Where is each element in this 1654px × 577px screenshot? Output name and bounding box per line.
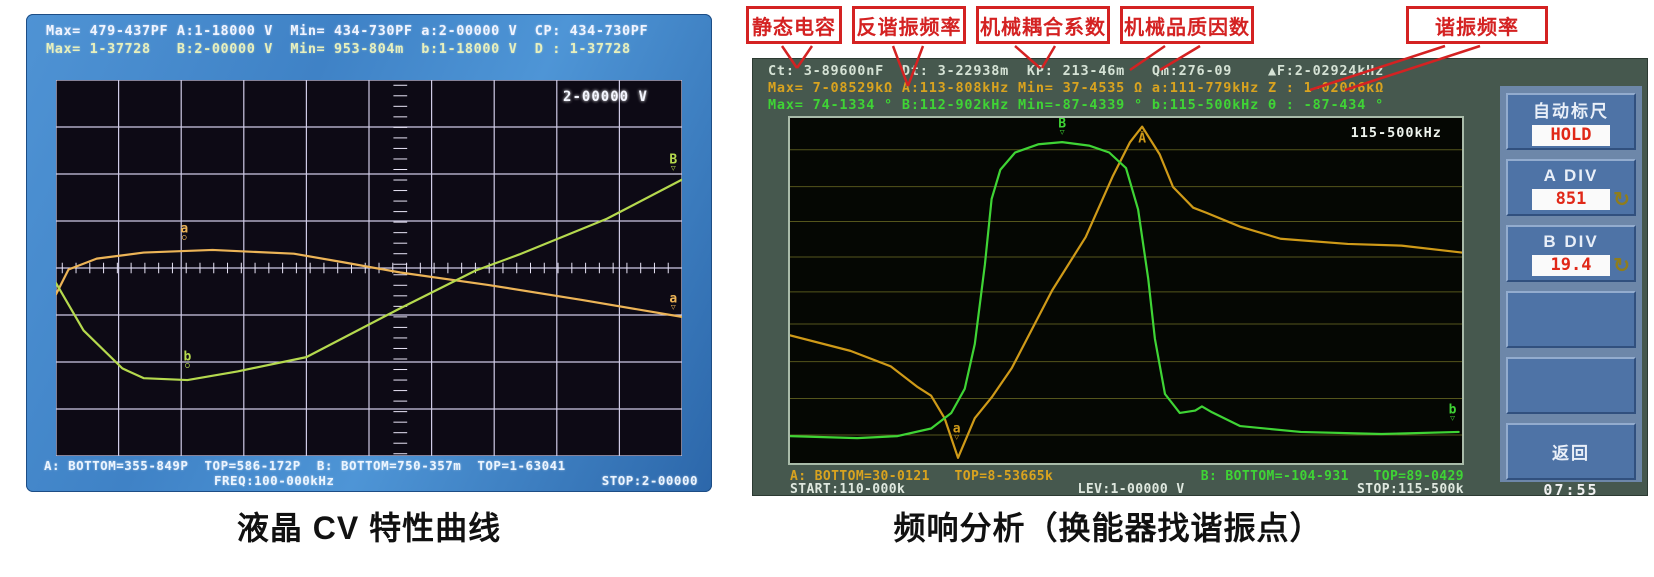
trace-phase-trace-B [790, 142, 1459, 438]
cv-readout-line1: Max= 479-437PF A:1-18000 V Min= 434-730P… [46, 23, 649, 39]
callout-机械品质因数: 机械品质因数 [1120, 6, 1254, 44]
right-caption: 频响分析（换能器找谐振点） [893, 510, 1323, 546]
softkey-value: 851 [1532, 188, 1610, 210]
cv-readout-header: Max= 479-437PF A:1-18000 V Min= 434-730P… [46, 22, 704, 58]
cv-meter-photo: Max= 479-437PF A:1-18000 V Min= 434-730P… [26, 14, 712, 492]
fr-readout-line1: Ct: 3-89600nF Dt: 3-22938m KP: 213-46m Q… [768, 63, 1385, 79]
cv-footer-stop: STOP:2-00000 [601, 473, 698, 488]
rotate-knob-icon[interactable]: ↻ [1613, 188, 1630, 211]
softkey-blank-3[interactable] [1506, 291, 1636, 348]
trace-impedance-trace-A [790, 127, 1462, 458]
callout-静态电容: 静态电容 [746, 6, 842, 44]
softkey-value-row: 19.4 ↻ [1508, 254, 1634, 277]
trace-marker-b: b ▽ [1448, 402, 1457, 423]
softkey-value-row: HOLD [1508, 125, 1634, 146]
fr-plot-canvas [790, 118, 1462, 463]
fr-footer-trace-a: A: BOTTOM=30-0121 TOP=8-53665k [790, 469, 1054, 484]
cv-footer-line1: A: BOTTOM=355-849P TOP=586-172P B: BOTTO… [44, 458, 566, 473]
callout-反谐振频率: 反谐振频率 [852, 6, 966, 44]
fr-analyzer-screen: Ct: 3-89600nF Dt: 3-22938m KP: 213-46m Q… [752, 58, 1648, 499]
left-caption: 液晶 CV 特性曲线 [236, 510, 502, 546]
cv-plot-area: 2-00000 V a ○ b ○ B ▽ a ▽ [56, 80, 682, 456]
fr-readout-line3: Max= 74-1334 ° B:112-902kHz Min=-87-4339… [768, 97, 1385, 113]
softkey-value: 19.4 [1532, 254, 1610, 276]
fr-plot-area: 115-500kHz B ▽ ○ A a ▽ b ▽ [788, 116, 1464, 465]
softkey-B DIV[interactable]: B DIV 19.4 ↻ [1506, 225, 1636, 282]
trace-marker-A: ○ A [1138, 124, 1147, 146]
fr-footer-trace-b: B: BOTTOM=-104-931 TOP=89-0429 [1200, 469, 1464, 484]
fr-scale-label: 115-500kHz [1350, 124, 1442, 141]
softkey-blank-4[interactable] [1506, 357, 1636, 414]
trace-D-trace-b [56, 180, 682, 380]
softkey-column: 自动标尺 HOLD A DIV 851 ↻ B DIV 19.4 ↻ 返回 [1500, 86, 1642, 482]
trace-marker-a: a ▽ [669, 291, 678, 312]
softkey-label: A DIV [1543, 165, 1599, 185]
fr-footer-stop: STOP:115-500k [1357, 482, 1464, 497]
softkey-label: 自动标尺 [1533, 102, 1609, 121]
softkey-label: 返回 [1552, 444, 1590, 463]
softkey-A DIV[interactable]: A DIV 851 ↻ [1506, 159, 1636, 216]
fr-footer-start: START:110-000k [790, 482, 906, 497]
softkey-自动标尺[interactable]: 自动标尺 HOLD [1506, 93, 1636, 150]
cv-readout-line2: Max= 1-37728 B:2-00000 V Min= 953-804m b… [46, 41, 631, 57]
softkey-value: HOLD [1532, 125, 1610, 146]
trace-marker-B: B ▽ [669, 152, 678, 173]
cv-footer: A: BOTTOM=355-849P TOP=586-172P B: BOTTO… [44, 458, 698, 488]
cv-scale-label: 2-00000 V [563, 89, 648, 106]
cv-plot-canvas [56, 80, 682, 456]
trace-marker-b: b ○ [183, 349, 192, 370]
softkey-value-row: 851 ↻ [1508, 188, 1634, 211]
fr-readout-line2: Max= 7-08529kΩ A:113-808kHz Min= 37-4535… [768, 80, 1385, 96]
fr-footer-line1: A: BOTTOM=30-0121 TOP=8-53665k B: BOTTOM… [790, 469, 1464, 484]
trace-marker-a: a ▽ [952, 421, 961, 442]
clock-display: 07:55 [1543, 481, 1599, 499]
fr-footer-lev: LEV:1-00000 V [1077, 482, 1185, 497]
callout-谐振频率: 谐振频率 [1406, 6, 1548, 44]
callout-机械耦合系数: 机械耦合系数 [976, 6, 1110, 44]
fr-readout-header: Ct: 3-89600nF Dt: 3-22938m KP: 213-46m Q… [768, 63, 1498, 114]
softkey-返回[interactable]: 返回 [1506, 423, 1636, 480]
trace-marker-B: B ▽ [1058, 116, 1067, 136]
trace-marker-a: a ○ [180, 221, 189, 242]
softkey-label: B DIV [1543, 231, 1599, 251]
fr-footer-line2: START:110-000k LEV:1-00000 V STOP:115-50… [790, 482, 1464, 497]
trace-CP-trace-a [56, 250, 682, 317]
cv-footer-freq: FREQ:100-000kHz [214, 473, 335, 488]
rotate-knob-icon[interactable]: ↻ [1613, 254, 1630, 277]
